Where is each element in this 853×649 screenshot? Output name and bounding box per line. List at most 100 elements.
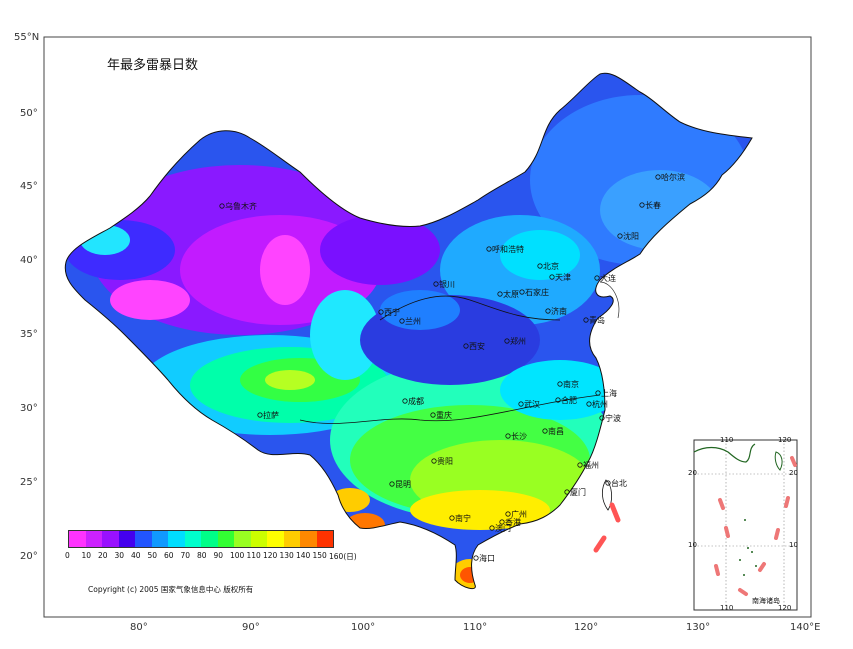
lon-label-110: 110° [463, 622, 488, 633]
lat-label-35: 35° [20, 329, 38, 340]
map-title: 年最多雷暴日数 [107, 58, 199, 73]
lat-label-20: 20° [20, 551, 38, 562]
city-label: 成都 [408, 396, 424, 406]
inset-islands [739, 519, 757, 576]
legend-swatch [300, 531, 317, 547]
city-label: 大连 [600, 273, 616, 283]
legend-tick-label: 110 [246, 551, 261, 560]
city-label: 海口 [479, 553, 495, 563]
city-marker [545, 308, 551, 314]
city-label: 杭州 [592, 399, 608, 409]
city-marker [499, 519, 505, 525]
lat-label-45: 45° [20, 181, 38, 192]
legend-tick-label: 100 [230, 551, 245, 560]
city-marker [586, 401, 592, 407]
legend-swatch [267, 531, 284, 547]
map-frame [43, 36, 812, 618]
inset-bottom-label-110: 110 [720, 604, 734, 612]
legend-swatch [201, 531, 218, 547]
city-label: 青岛 [589, 315, 605, 325]
city-marker [504, 338, 510, 344]
legend-tick-label: 0 [65, 551, 70, 560]
city-marker [219, 203, 225, 209]
inset-title: 南海诸岛 [752, 597, 780, 605]
lon-label-140: 140°E [790, 622, 821, 633]
city-marker [433, 281, 439, 287]
city-marker [555, 397, 561, 403]
lon-label-120: 120° [574, 622, 599, 633]
city-marker [595, 390, 601, 396]
city-marker [389, 481, 395, 487]
legend-tick-label: 60 [164, 551, 174, 560]
city-label: 石家庄 [525, 287, 549, 297]
legend-tick-label: 160(日) [329, 552, 357, 561]
lon-label-80: 80° [130, 622, 148, 633]
legend-swatch [102, 531, 119, 547]
legend-tick-label: 130 [279, 551, 294, 560]
city-marker [583, 317, 589, 323]
city-label: 银川 [439, 279, 455, 289]
yellow-river [379, 295, 561, 321]
city-label: 合肥 [561, 395, 577, 405]
city-label: 北京 [543, 261, 559, 271]
city-marker [489, 525, 495, 531]
city-label: 重庆 [436, 410, 452, 420]
city-marker [463, 343, 469, 349]
lon-label-130: 130° [686, 622, 711, 633]
taiwan [602, 479, 612, 511]
city-label: 天津 [555, 272, 571, 282]
city-marker [549, 274, 555, 280]
legend-tick-label: 90 [213, 551, 224, 560]
legend-tick-label: 50 [147, 551, 158, 560]
lat-label-55: 55°N [14, 32, 40, 43]
city-label: 太原 [503, 289, 519, 299]
yangtze-river [299, 394, 601, 424]
city-label: 上海 [601, 388, 617, 398]
city-label: 拉萨 [263, 410, 279, 420]
city-label: 郑州 [510, 336, 526, 346]
city-label: 武汉 [524, 399, 540, 409]
city-label: 香港 [505, 517, 521, 527]
legend-tick-label: 40 [131, 551, 141, 560]
city-marker [594, 275, 600, 281]
city-marker [577, 462, 583, 468]
lat-label-50: 50° [20, 108, 38, 119]
inset-dash-line [714, 456, 797, 596]
city-marker [557, 381, 563, 387]
city-label: 昆明 [395, 480, 411, 489]
city-label: 沈阳 [623, 231, 639, 241]
city-label: 哈尔滨 [661, 172, 685, 182]
legend-swatch [85, 531, 102, 547]
inset-top-label-120: 120 [778, 436, 792, 444]
city-marker [518, 401, 524, 407]
city-marker [564, 489, 570, 495]
city-marker [402, 398, 408, 404]
copyright: Copyright (c) 2005 国家气象信息中心 版权所有 [88, 585, 254, 594]
legend-swatch [168, 531, 185, 547]
legend-swatch [250, 531, 267, 547]
legend-swatch [217, 531, 234, 547]
city-marker [430, 412, 436, 418]
legend-color-bar [68, 530, 334, 548]
china-border [64, 72, 753, 590]
city-label: 澳门 [495, 523, 511, 533]
city-label: 南昌 [548, 426, 564, 436]
city-label: 台北 [611, 478, 627, 488]
city-marker [655, 174, 661, 180]
city-marker [449, 515, 455, 521]
coast-detail [599, 281, 620, 319]
city-label: 呼和浩特 [492, 244, 524, 254]
inset-left-label-10: 10 [688, 541, 697, 549]
legend-swatch [118, 531, 135, 547]
inset-right-label-10: 10 [789, 541, 798, 549]
legend-tick-label: 150 [312, 551, 327, 560]
lat-label-30: 30° [20, 403, 38, 414]
legend-tick-label: 140 [296, 551, 311, 560]
city-label: 宁波 [605, 413, 621, 423]
city-label: 兰州 [405, 316, 421, 326]
lon-label-90: 90° [242, 622, 260, 633]
city-label: 南京 [563, 379, 579, 389]
